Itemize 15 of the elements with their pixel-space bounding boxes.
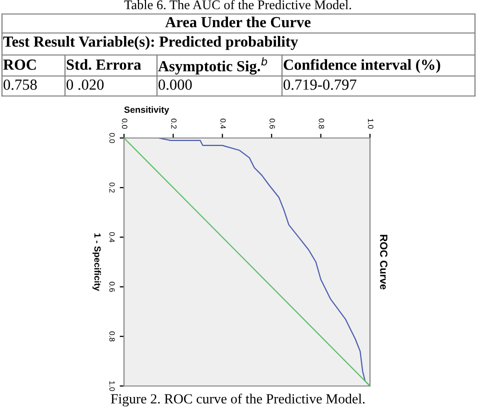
text: ROC bbox=[3, 60, 36, 70]
text: 0.000 bbox=[158, 80, 192, 90]
caption: Figure 2. ROC curve of the Predictive Model. bbox=[110, 394, 365, 406]
text: Confidence interval (%) bbox=[284, 58, 440, 74]
text: 0.758 bbox=[4, 80, 37, 90]
text: Std. Errora bbox=[66, 59, 142, 70]
text: 0 .020 bbox=[66, 80, 104, 90]
text: Test Result Variable(s): Predicted probability bbox=[3, 36, 298, 50]
text: Area Under the Curve bbox=[165, 16, 311, 28]
text: 0.719-0.797 bbox=[284, 80, 356, 90]
x-axis-title: Sensitivity bbox=[124, 106, 170, 115]
text: Asymptotic Sig.$^{b}$ bbox=[158, 57, 268, 75]
caption: Table 6. The AUC of the Predictive Model. bbox=[124, 0, 352, 10]
y-axis-title: 1 - Specificity bbox=[92, 233, 101, 292]
text: ROC Curve bbox=[380, 234, 388, 290]
